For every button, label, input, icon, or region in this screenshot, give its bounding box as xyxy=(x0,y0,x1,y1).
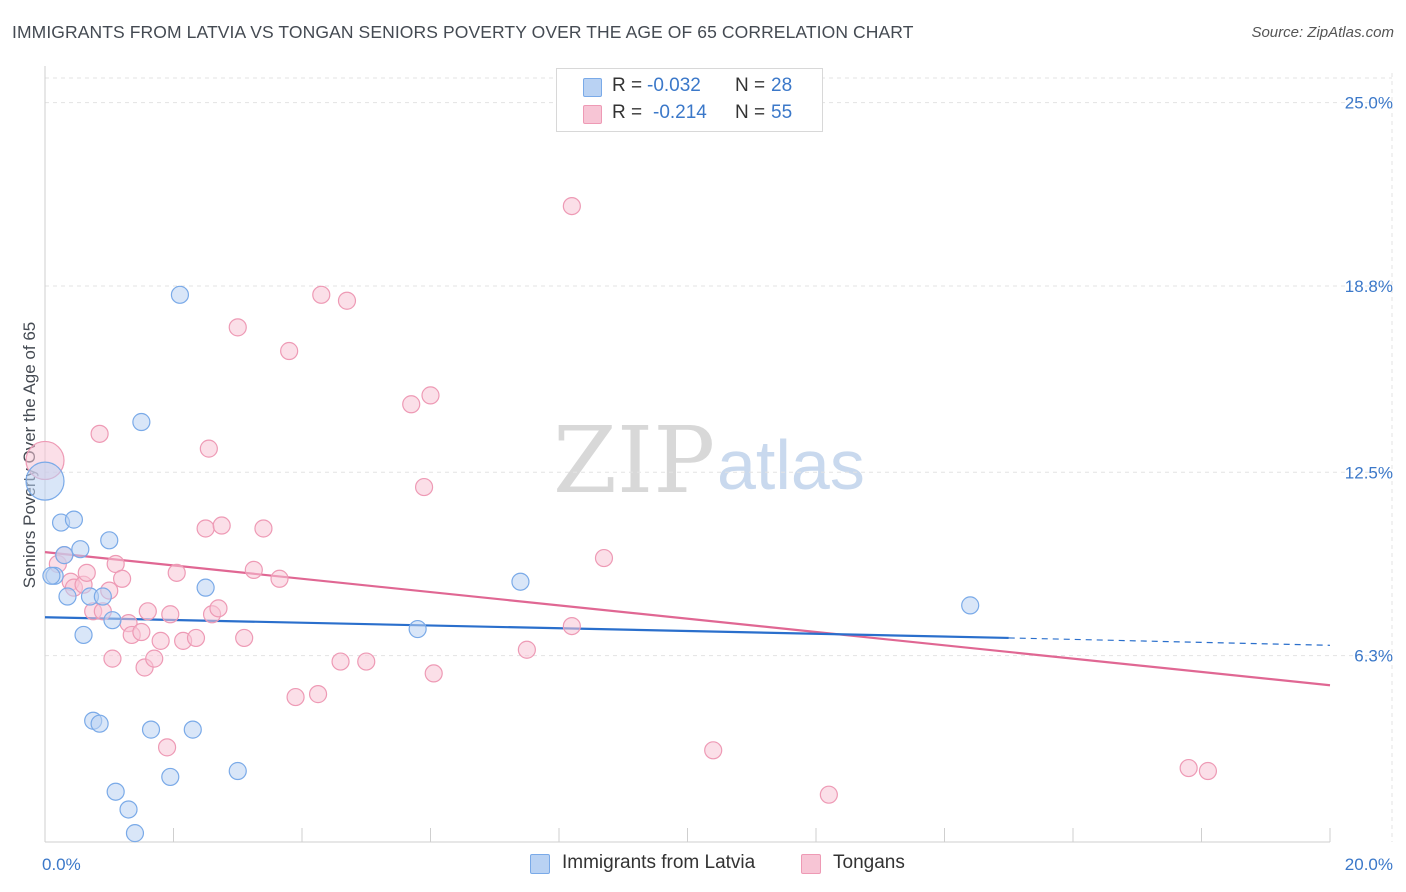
point-latvia xyxy=(64,510,84,529)
point-tongans xyxy=(424,664,443,683)
point-latvia xyxy=(93,587,112,606)
trend-line-tongans xyxy=(44,551,1331,687)
point-tongans xyxy=(235,628,254,648)
point-tongans xyxy=(167,563,186,582)
point-latvia xyxy=(119,800,138,819)
point-tongans xyxy=(331,652,350,671)
point-tongans xyxy=(209,599,228,618)
r-label: R = xyxy=(612,102,643,123)
point-tongans xyxy=(161,605,180,624)
point-tongans xyxy=(132,622,151,642)
point-tongans xyxy=(414,477,434,497)
y-tick-label: 25.0% xyxy=(1345,94,1393,113)
point-tongans xyxy=(186,628,206,648)
point-tongans xyxy=(254,519,273,538)
point-latvia xyxy=(58,587,77,606)
point-latvia xyxy=(90,714,109,733)
point-tongans xyxy=(286,687,305,707)
point-tongans xyxy=(112,569,132,588)
point-latvia xyxy=(125,824,145,843)
point-tongans xyxy=(199,439,218,458)
point-tongans xyxy=(337,291,357,310)
point-tongans xyxy=(228,318,247,337)
r-label: R = xyxy=(612,75,643,96)
point-tongans xyxy=(270,569,289,588)
stats-legend: R = -0.032 N = 28 R = -0.214 N = 55 xyxy=(556,68,823,132)
point-tongans xyxy=(103,649,122,668)
point-tongans xyxy=(157,738,177,757)
point-tongans xyxy=(138,602,157,621)
scatter-points xyxy=(25,196,1218,843)
point-tongans xyxy=(90,424,109,443)
point-tongans xyxy=(77,563,96,582)
point-latvia xyxy=(141,720,161,739)
n-value: 28 xyxy=(771,75,793,96)
point-latvia xyxy=(228,761,247,781)
y-tick-label: 12.5% xyxy=(1345,463,1393,482)
point-latvia xyxy=(511,572,530,591)
point-latvia xyxy=(183,720,202,739)
point-tongans xyxy=(151,631,170,650)
point-latvia xyxy=(103,611,122,630)
x-tick-label-min: 0.0% xyxy=(42,855,81,874)
point-latvia xyxy=(42,566,61,585)
point-tongans xyxy=(402,395,421,414)
point-tongans xyxy=(562,616,581,636)
n-label: N = xyxy=(735,75,766,96)
point-tongans xyxy=(1179,758,1198,778)
latvia-swatch xyxy=(583,78,602,97)
point-tongans xyxy=(308,685,328,704)
point-tongans xyxy=(517,640,536,659)
latvia-legend-label: Immigrants from Latvia xyxy=(562,852,756,873)
latvia-legend-swatch xyxy=(530,854,550,874)
point-tongans xyxy=(819,785,838,804)
point-latvia xyxy=(71,540,90,559)
tongans-legend-swatch xyxy=(801,854,821,874)
point-tongans xyxy=(145,649,164,668)
watermark-zip: ZIP xyxy=(553,407,715,514)
point-latvia xyxy=(106,782,125,801)
point-latvia xyxy=(100,531,119,550)
source-label: Source: ZipAtlas.com xyxy=(1251,24,1394,41)
point-latvia xyxy=(74,625,93,645)
x-tick-label-max: 20.0% xyxy=(1345,855,1393,874)
y-tick-labels: 6.3% 12.5% 18.8% 25.0% xyxy=(1345,94,1393,666)
tongans-swatch xyxy=(583,105,602,124)
point-latvia xyxy=(170,285,190,304)
point-tongans xyxy=(244,560,263,579)
trend-line-latvia-extension xyxy=(1008,637,1331,646)
point-tongans xyxy=(704,741,723,760)
point-tongans xyxy=(312,285,331,304)
point-tongans xyxy=(280,341,299,361)
y-tick-label: 6.3% xyxy=(1354,647,1393,666)
n-value: 55 xyxy=(771,102,793,123)
n-label: N = xyxy=(735,102,766,123)
point-tongans xyxy=(594,548,614,568)
r-value: -0.032 xyxy=(647,75,701,96)
point-latvia xyxy=(55,546,74,565)
point-latvia xyxy=(961,596,980,615)
r-value: -0.214 xyxy=(653,102,707,123)
point-latvia xyxy=(132,412,151,432)
point-tongans xyxy=(421,386,440,405)
tongans-legend-label: Tongans xyxy=(833,852,905,873)
watermark-atlas: atlas xyxy=(717,426,865,504)
point-latvia xyxy=(408,619,427,639)
watermark: ZIP atlas xyxy=(553,407,865,514)
point-tongans xyxy=(1198,761,1218,781)
point-latvia xyxy=(161,767,180,787)
point-latvia xyxy=(25,461,65,501)
point-tongans xyxy=(357,652,376,671)
trend-lines xyxy=(44,551,1331,687)
point-tongans xyxy=(212,516,231,535)
x-tick-labels: 0.0% 20.0% xyxy=(42,855,1393,874)
point-tongans xyxy=(196,519,215,538)
y-tick-label: 18.8% xyxy=(1345,277,1393,296)
point-tongans xyxy=(562,196,581,216)
point-latvia xyxy=(196,578,215,597)
chart-title: IMMIGRANTS FROM LATVIA VS TONGAN SENIORS… xyxy=(12,22,914,42)
